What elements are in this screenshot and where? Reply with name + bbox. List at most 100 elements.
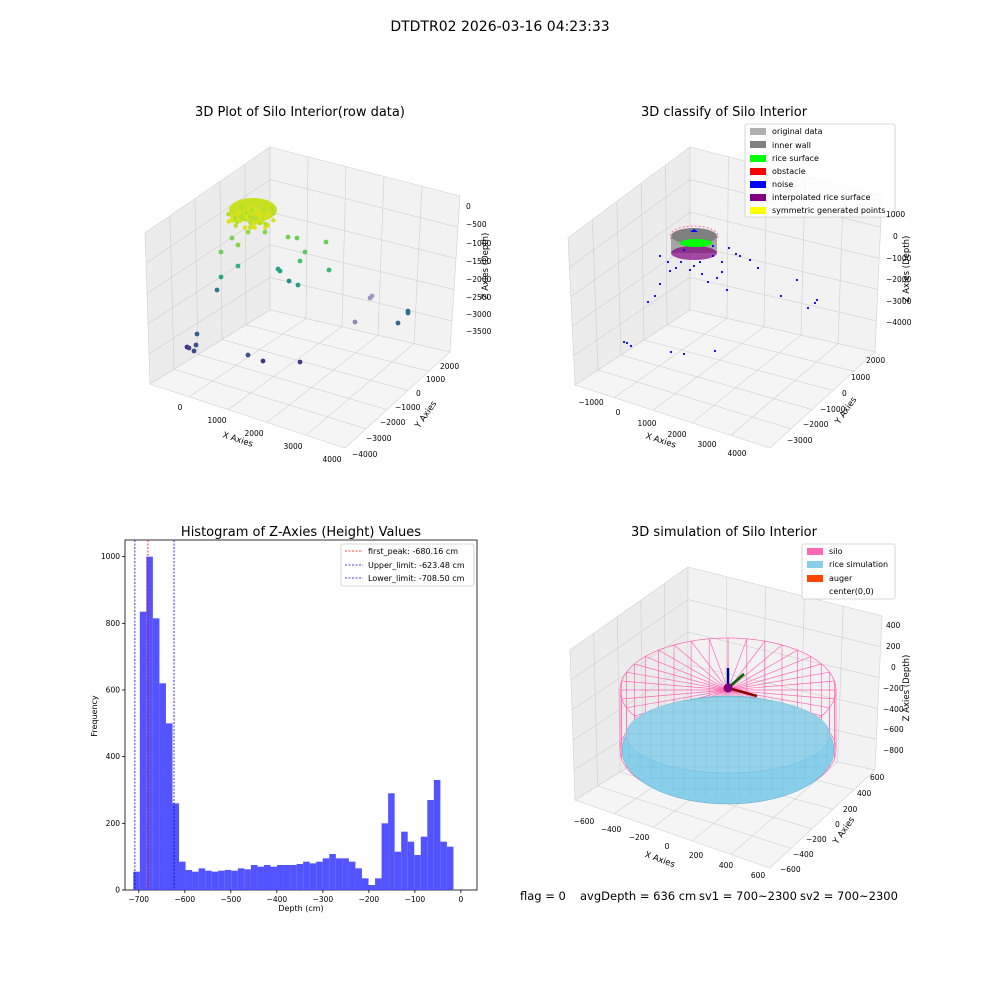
raw-point bbox=[233, 223, 238, 228]
simulation-y-tick: 600 bbox=[870, 773, 885, 782]
noise-point bbox=[653, 294, 657, 298]
silo-wire bbox=[727, 671, 830, 691]
raw-point bbox=[367, 295, 373, 301]
noise-point bbox=[668, 269, 672, 273]
histogram-bar bbox=[146, 556, 153, 890]
histogram-x-tick-label: −600 bbox=[175, 895, 196, 904]
silo-wire bbox=[708, 638, 729, 691]
raw-point bbox=[229, 235, 235, 241]
simulation-x-tick: −600 bbox=[574, 817, 595, 826]
histogram-bar bbox=[250, 865, 258, 890]
legend-swatch-inner-wall bbox=[750, 141, 766, 148]
noise-point bbox=[674, 266, 678, 270]
noise-point bbox=[748, 258, 752, 262]
histogram-bar bbox=[427, 800, 434, 890]
z-histogram: Histogram of Z-Axies (Height) Values −70… bbox=[90, 525, 478, 913]
histogram-bar bbox=[388, 793, 395, 890]
histogram-bar bbox=[244, 869, 251, 890]
raw-point bbox=[214, 287, 220, 293]
raw-point bbox=[323, 239, 329, 245]
raw-z-tick: −1000 bbox=[466, 239, 492, 248]
histogram-y-tick-label: 400 bbox=[106, 752, 121, 761]
classify-y-tick: 1000 bbox=[851, 373, 870, 382]
noise-point bbox=[813, 301, 817, 305]
raw-point bbox=[242, 225, 248, 230]
histogram-bar bbox=[152, 618, 160, 890]
legend-label-symmetric-points: symmetric generated points bbox=[772, 206, 885, 215]
histogram-bar bbox=[401, 831, 408, 890]
legend-swatch-symmetric-points bbox=[750, 207, 766, 214]
raw-point bbox=[226, 212, 231, 217]
raw-point bbox=[271, 218, 276, 223]
flag-readout: flag = 0 bbox=[520, 889, 566, 903]
legend-label-upper-limit: Upper_limit: -623.48 cm bbox=[368, 561, 465, 570]
raw-point bbox=[285, 234, 291, 240]
histogram-bar bbox=[296, 864, 304, 890]
raw-point bbox=[294, 235, 300, 241]
histogram-y-tick-label: 600 bbox=[106, 686, 121, 695]
histogram-bar bbox=[303, 861, 310, 890]
classify-legend: original data inner wall rice surface ob… bbox=[744, 123, 896, 218]
raw-point bbox=[352, 319, 358, 325]
classify-x-tick: 0 bbox=[616, 408, 621, 417]
histogram-legend: first_peak: -680.16 cm Upper_limit: -623… bbox=[340, 543, 475, 587]
silo-wire bbox=[727, 644, 783, 691]
classify-interpolated-surface bbox=[671, 246, 717, 260]
noise-point bbox=[815, 298, 819, 302]
noise-point bbox=[679, 260, 683, 264]
noise-point bbox=[795, 278, 799, 282]
noise-point bbox=[720, 260, 724, 264]
classify-z-tick: 1000 bbox=[886, 210, 905, 219]
histogram-bar bbox=[231, 870, 238, 890]
classify-y-tick: 2000 bbox=[866, 356, 885, 365]
legend-swatch-silo bbox=[807, 548, 823, 555]
noise-point bbox=[738, 254, 742, 258]
raw-point bbox=[193, 342, 199, 348]
center-marker bbox=[723, 683, 733, 693]
sv1-readout: sv1 = 700~2300 bbox=[699, 889, 797, 903]
noise-point bbox=[711, 244, 715, 248]
noise-point bbox=[715, 276, 719, 280]
legend-label-auger: auger bbox=[829, 574, 853, 583]
histogram-bar bbox=[414, 855, 421, 890]
raw-point bbox=[252, 225, 257, 230]
raw-point bbox=[234, 220, 240, 225]
silo-wire bbox=[645, 656, 729, 691]
avg-depth-readout: avgDepth = 636 cm bbox=[580, 889, 697, 903]
noise-point bbox=[666, 260, 670, 264]
raw-x-tick: 0 bbox=[178, 403, 183, 412]
classify-silo-cluster bbox=[669, 225, 719, 260]
silo-wire bbox=[658, 649, 729, 691]
raw-z-tick: −2500 bbox=[466, 293, 492, 302]
silo-wire bbox=[727, 638, 748, 691]
raw-point bbox=[247, 214, 253, 219]
histogram-bar bbox=[277, 865, 284, 890]
raw-z-tick: −500 bbox=[466, 220, 487, 229]
histogram-bar bbox=[335, 858, 343, 890]
legend-label-obstacle: obstacle bbox=[772, 167, 806, 176]
simulation-x-tick: 0 bbox=[665, 842, 670, 851]
raw-point bbox=[235, 242, 241, 248]
histogram-y-tick-label: 800 bbox=[106, 619, 121, 628]
raw-point bbox=[194, 331, 200, 337]
simulation-z-ticks: 400 200 0 −200 −400 −600 −800 bbox=[883, 621, 904, 755]
histogram-bar bbox=[224, 870, 232, 890]
histogram-bar bbox=[165, 723, 173, 890]
legend-label-silo: silo bbox=[829, 547, 843, 556]
histogram-bar bbox=[342, 858, 349, 890]
raw-y-tick: 0 bbox=[416, 389, 421, 398]
raw-point bbox=[260, 358, 266, 364]
legend-label-rice-surface: rice surface bbox=[772, 154, 819, 163]
legend-swatch-original-data bbox=[750, 128, 766, 135]
simulation-z-axis-label: Z Axies (Depth) bbox=[902, 655, 912, 722]
histogram-bar bbox=[381, 823, 389, 890]
classify-z-tick: −3000 bbox=[886, 297, 912, 306]
histogram-x-tick-label: −100 bbox=[405, 895, 426, 904]
noise-point bbox=[646, 300, 650, 304]
legend-label-interpolated-rice-surface: interpolated rice surface bbox=[772, 193, 870, 202]
histogram-bar bbox=[192, 871, 199, 890]
classify-z-tick: −2000 bbox=[886, 275, 912, 284]
raw-point bbox=[249, 207, 254, 213]
histogram-y-axis-label: Frequency bbox=[90, 695, 99, 737]
